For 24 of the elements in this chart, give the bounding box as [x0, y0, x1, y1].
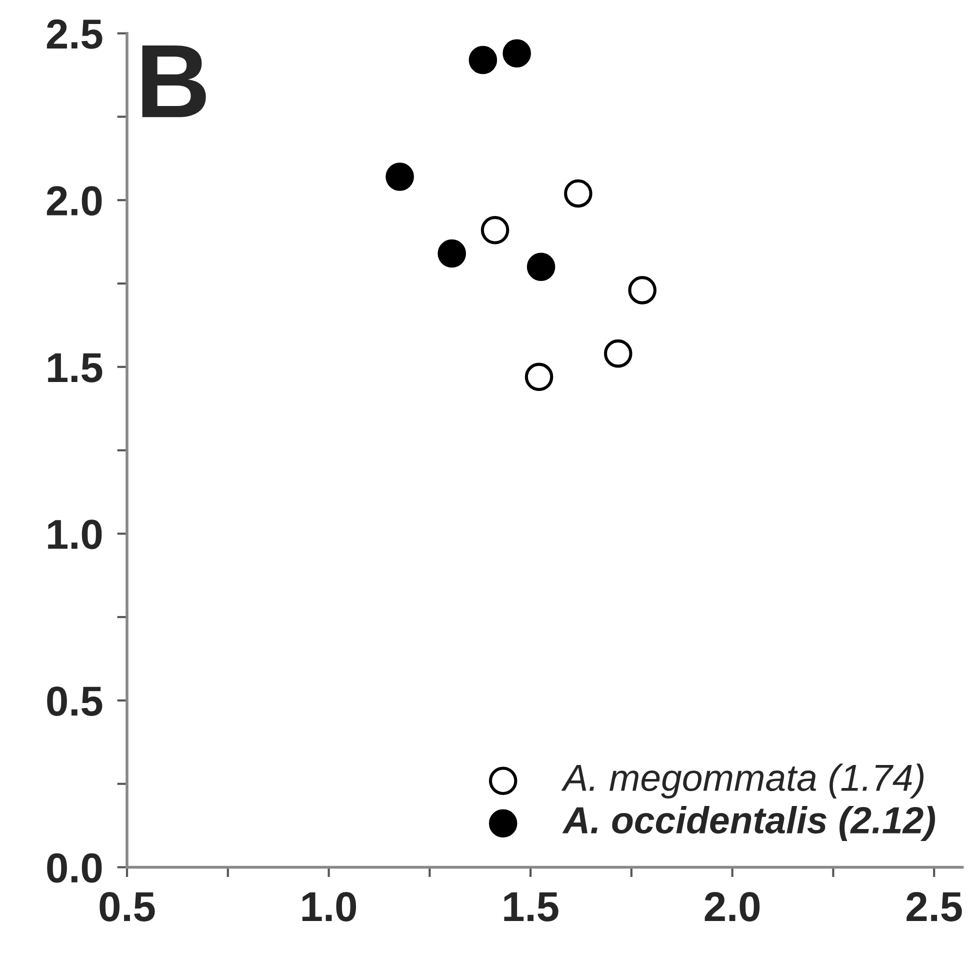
- y-tick-label: 0.0: [47, 853, 102, 883]
- point: [468, 46, 498, 74]
- point: [480, 216, 510, 244]
- point: [524, 362, 554, 392]
- x-tick-label: 0.5: [100, 892, 155, 922]
- annotation: B: [142, 46, 206, 118]
- x-tick-label: 1.5: [504, 892, 558, 922]
- y-tick-label: 2.0: [46, 186, 102, 216]
- point: [526, 252, 556, 281]
- y-tick-label: 0.5: [47, 686, 102, 716]
- x-tick-label: 1.0: [302, 892, 356, 922]
- y-tick-label: 1.5: [48, 353, 102, 382]
- x-tick-label: 2.0: [704, 892, 760, 922]
- point: [564, 179, 592, 208]
- point: [438, 239, 466, 268]
- point: [628, 276, 656, 304]
- x-tick-label: 2.5: [906, 892, 962, 922]
- legend-label: A. occidentalis (2.12): [562, 806, 936, 841]
- y-tick-label: 1.0: [48, 520, 102, 550]
- legend-label: A. megommata (1.74): [561, 764, 924, 799]
- point: [386, 162, 414, 191]
- point: [604, 339, 632, 368]
- point: [502, 39, 531, 68]
- y-tick-label: 2.5: [46, 19, 102, 49]
